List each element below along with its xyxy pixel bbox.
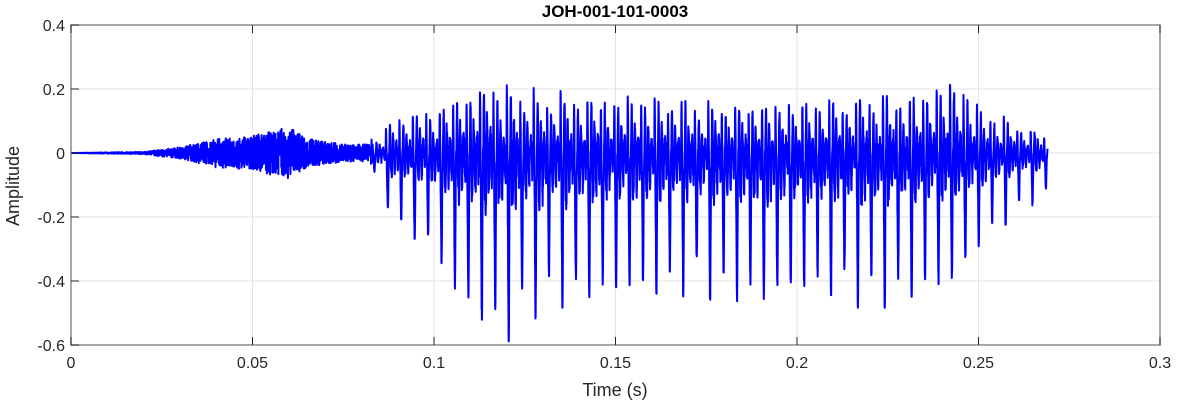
y-tick-label: -0.2 bbox=[37, 210, 65, 227]
plot-area bbox=[70, 83, 1049, 343]
waveform-line bbox=[70, 83, 1049, 343]
y-axis-label: Amplitude bbox=[3, 146, 23, 226]
x-tick-label: 0.15 bbox=[600, 355, 631, 372]
x-tick-label: 0.3 bbox=[1149, 355, 1171, 372]
y-tick-label: 0.2 bbox=[43, 82, 65, 99]
x-tick-label: 0.1 bbox=[423, 355, 445, 372]
x-tick-label: 0.25 bbox=[963, 355, 994, 372]
chart-title: JOH-001-101-0003 bbox=[542, 2, 688, 21]
x-tick-label: 0.05 bbox=[237, 355, 268, 372]
y-tick-label: -0.6 bbox=[37, 338, 65, 355]
x-tick-label: 0.2 bbox=[786, 355, 808, 372]
y-tick-label: -0.4 bbox=[37, 274, 65, 291]
x-axis-label: Time (s) bbox=[582, 380, 647, 400]
y-tick-label: 0 bbox=[56, 146, 65, 163]
tick-labels: 0 0.05 0.1 0.15 0.2 0.25 0.3 0.4 0.2 0 -0.2 -0.4 -0.… bbox=[37, 18, 1171, 372]
y-tick-label: 0.4 bbox=[43, 18, 65, 35]
x-tick-label: 0 bbox=[67, 355, 76, 372]
